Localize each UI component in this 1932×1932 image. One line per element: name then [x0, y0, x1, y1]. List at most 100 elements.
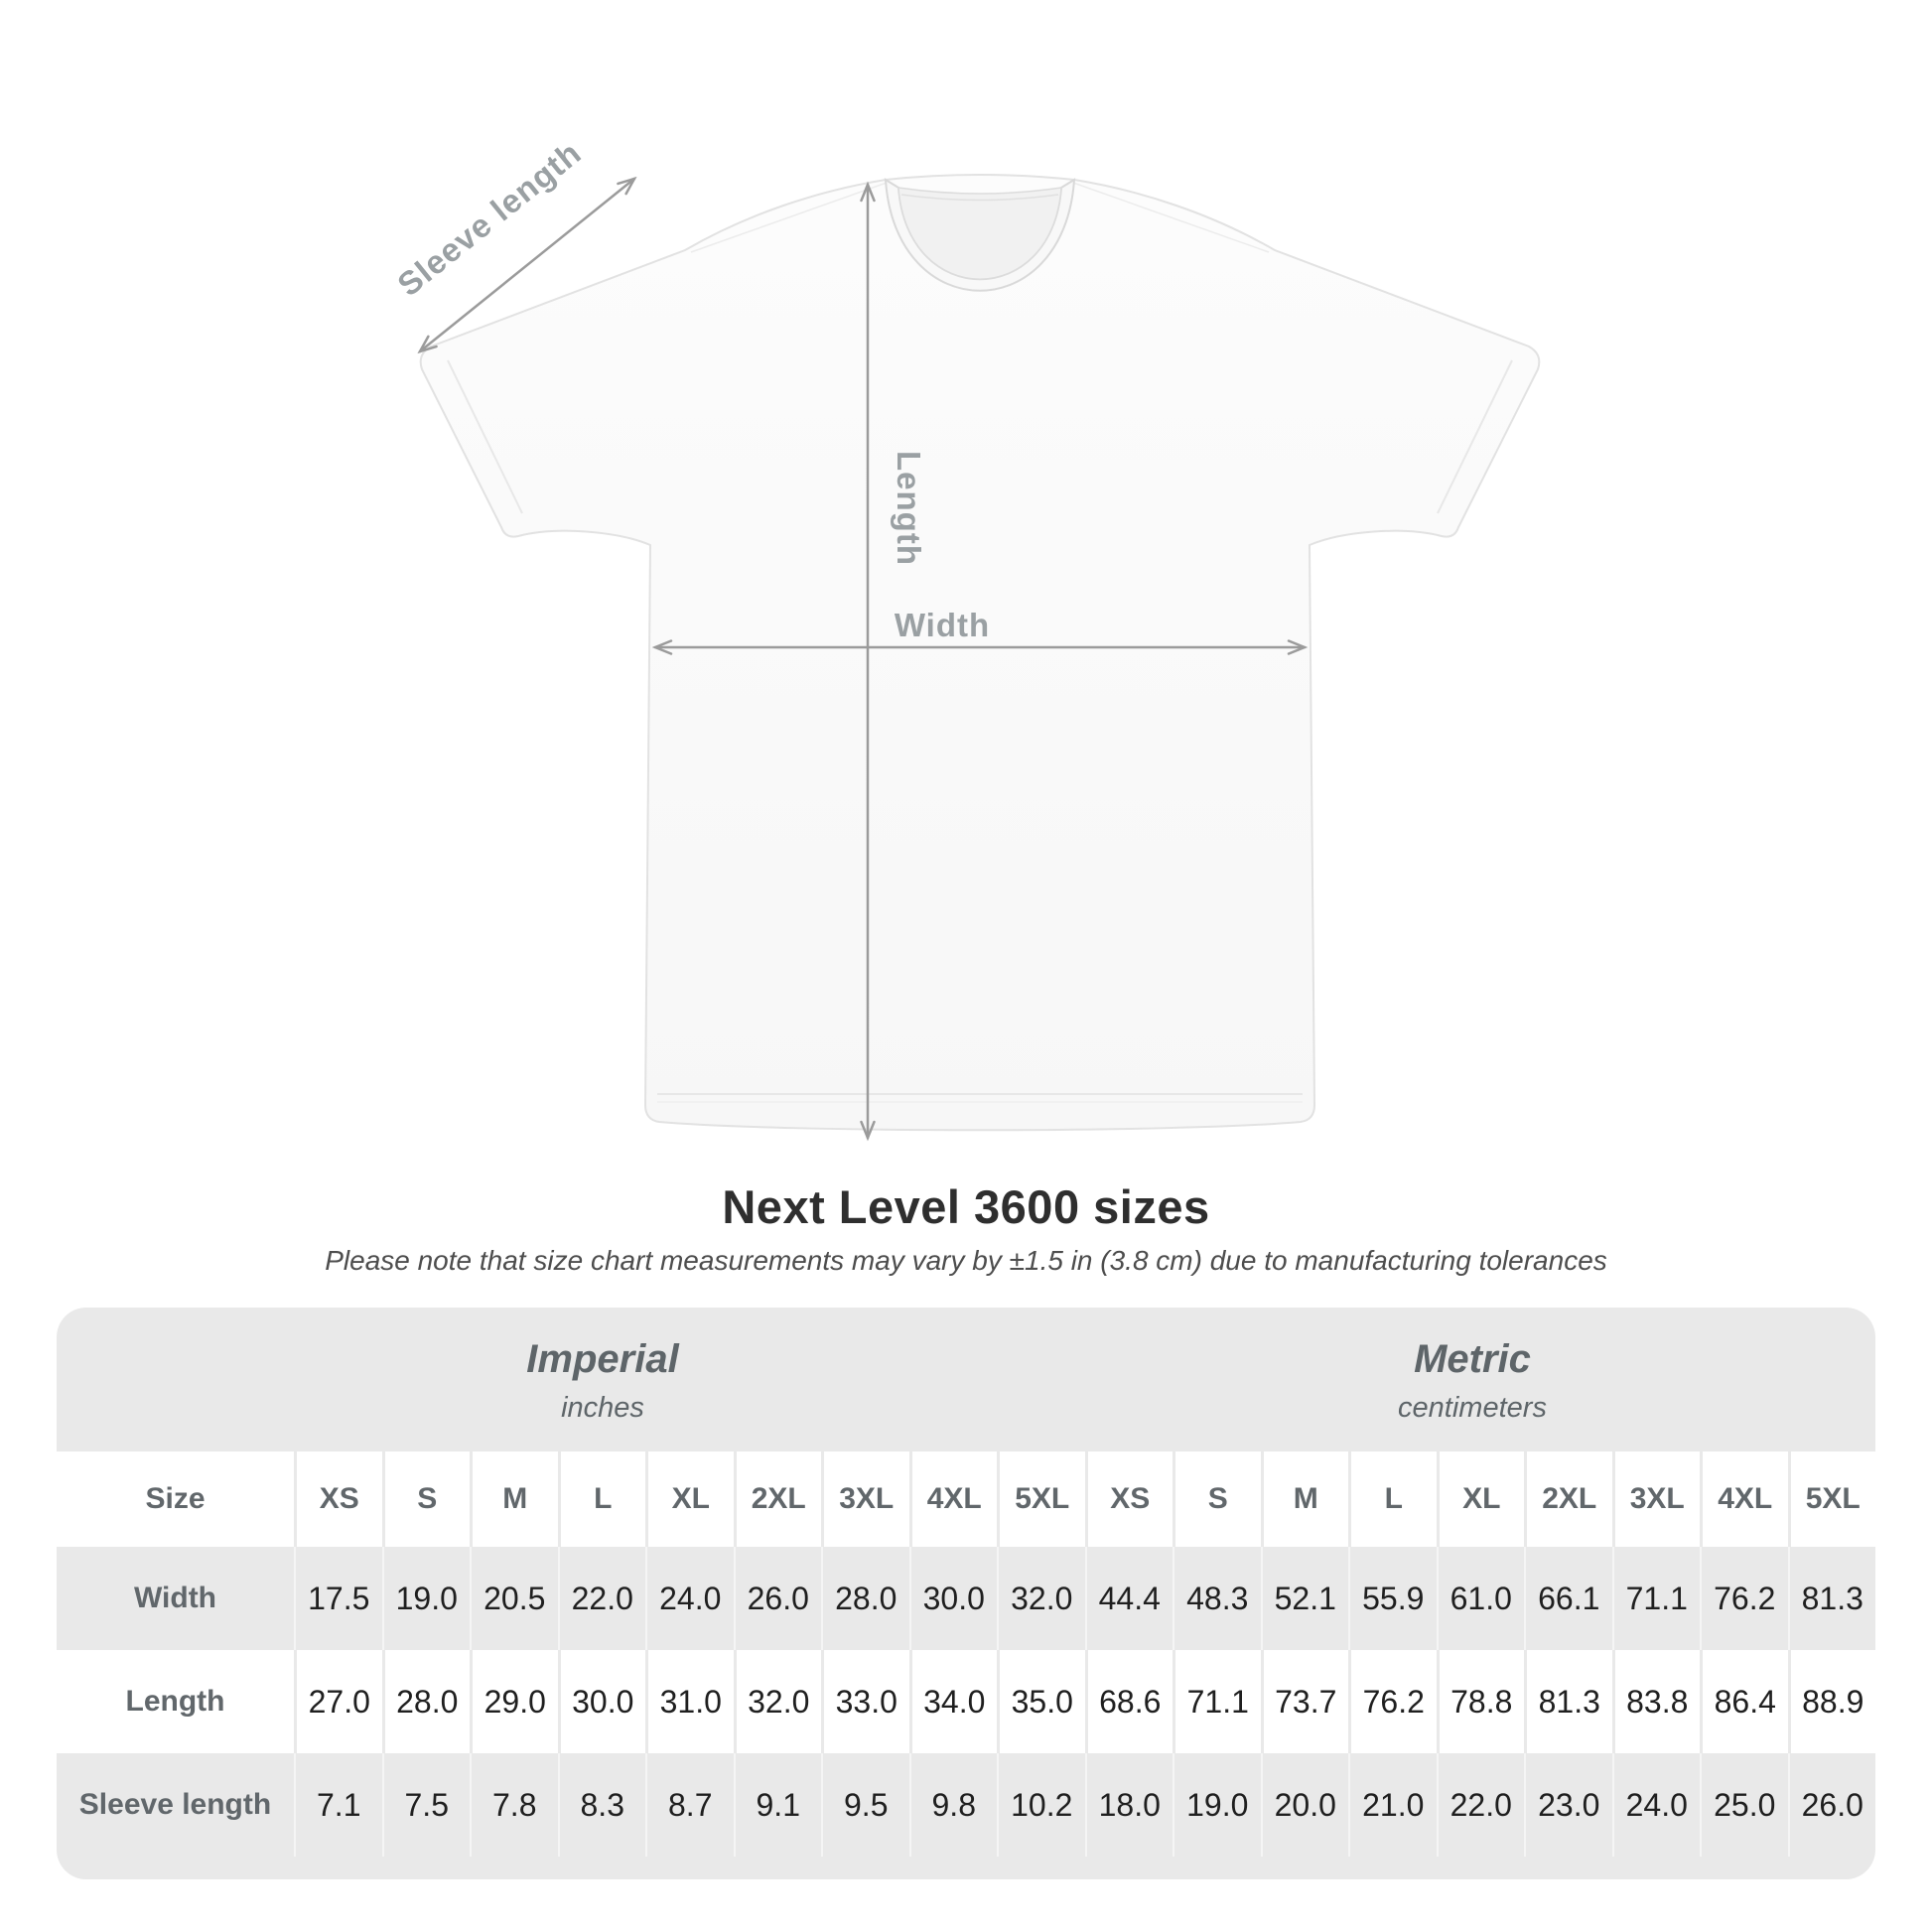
- value-cell: 20.5: [470, 1547, 558, 1650]
- value-cell: 23.0: [1524, 1753, 1612, 1857]
- size-grid: Size XS S M L XL 2XL 3XL 4XL 5XL XS S M L XL 2XL 3XL 4XL 5…: [57, 1451, 1875, 1857]
- width-label: Width: [895, 607, 990, 643]
- value-cell: 71.1: [1173, 1650, 1261, 1753]
- size-chart-table: Imperial inches Metric centimeters Size X…: [57, 1308, 1875, 1879]
- value-cell: 7.5: [381, 1753, 471, 1857]
- value-cell: 24.0: [1611, 1753, 1701, 1857]
- value-cell: 27.0: [294, 1650, 382, 1753]
- value-cell: 20.0: [1260, 1753, 1349, 1857]
- value-cell: 30.0: [908, 1547, 998, 1650]
- size-header-cell: Size: [57, 1451, 294, 1547]
- value-cell: 17.5: [294, 1547, 382, 1650]
- right-shoulder-seam: [1072, 182, 1270, 253]
- value-cell: 9.8: [908, 1753, 998, 1857]
- value-cell: 8.3: [557, 1753, 646, 1857]
- value-cell: 55.9: [1348, 1547, 1437, 1650]
- col-header-imperial-xs: XS: [294, 1451, 382, 1547]
- value-cell: 88.9: [1787, 1650, 1875, 1753]
- col-header-imperial-4xl: 4XL: [908, 1451, 997, 1547]
- value-cell: 22.0: [1436, 1753, 1525, 1857]
- value-cell: 44.4: [1084, 1547, 1173, 1650]
- value-cell: 18.0: [1084, 1753, 1173, 1857]
- sleeve-length-arrow: [417, 176, 637, 354]
- left-shoulder-seam: [690, 182, 888, 253]
- value-cell: 25.0: [1700, 1753, 1788, 1857]
- tshirt-diagram: Sleeve length Length Width: [390, 134, 1541, 1142]
- value-cell: 81.3: [1524, 1650, 1612, 1753]
- col-header-imperial-m: M: [470, 1451, 558, 1547]
- value-cell: 35.0: [997, 1650, 1085, 1753]
- page-title: Next Level 3600 sizes: [722, 1180, 1210, 1233]
- value-cell: 24.0: [645, 1547, 734, 1650]
- tshirt-graphic: Sleeve length Length Width: [390, 134, 1541, 1142]
- value-cell: 73.7: [1260, 1650, 1348, 1753]
- value-cell: 61.0: [1436, 1547, 1525, 1650]
- value-cell: 32.0: [997, 1547, 1085, 1650]
- metric-unit-header: Metric centimeters: [1398, 1337, 1547, 1425]
- value-cell: 26.0: [733, 1547, 822, 1650]
- value-cell: 52.1: [1260, 1547, 1349, 1650]
- col-header-imperial-5xl: 5XL: [997, 1451, 1085, 1547]
- value-cell: 22.0: [557, 1547, 646, 1650]
- col-header-metric-3xl: 3XL: [1611, 1451, 1700, 1547]
- neck-opening: [897, 187, 1062, 280]
- col-header-metric-2xl: 2XL: [1524, 1451, 1612, 1547]
- col-header-imperial-2xl: 2XL: [733, 1451, 821, 1547]
- col-header-metric-s: S: [1173, 1451, 1261, 1547]
- imperial-unit-header: Imperial inches: [526, 1337, 678, 1425]
- imperial-title: Imperial: [526, 1337, 679, 1381]
- value-cell: 26.0: [1787, 1753, 1876, 1857]
- row-label-length: Length: [57, 1650, 294, 1753]
- length-arrow: [860, 181, 876, 1142]
- col-header-metric-xl: XL: [1436, 1451, 1524, 1547]
- metric-subtitle: centimeters: [1398, 1392, 1547, 1424]
- left-cuff-seam: [447, 359, 523, 514]
- col-header-imperial-s: S: [381, 1451, 470, 1547]
- col-header-metric-l: L: [1348, 1451, 1437, 1547]
- value-cell: 19.0: [381, 1547, 471, 1650]
- value-cell: 7.8: [470, 1753, 558, 1857]
- value-cell: 19.0: [1173, 1753, 1261, 1857]
- back-collar-line: [900, 194, 1059, 202]
- value-cell: 21.0: [1348, 1753, 1437, 1857]
- col-header-imperial-xl: XL: [645, 1451, 734, 1547]
- col-header-imperial-3xl: 3XL: [821, 1451, 909, 1547]
- row-label-sleeve-length: Sleeve length: [78, 1788, 272, 1821]
- value-cell: 66.1: [1524, 1547, 1612, 1650]
- value-cell: 7.1: [294, 1753, 382, 1857]
- value-cell: 68.6: [1084, 1650, 1173, 1753]
- value-cell: 76.2: [1348, 1650, 1437, 1753]
- imperial-subtitle: inches: [561, 1392, 644, 1424]
- value-cell: 83.8: [1611, 1650, 1700, 1753]
- value-cell: 28.0: [821, 1547, 909, 1650]
- value-cell: 8.7: [645, 1753, 734, 1857]
- value-cell: 78.8: [1436, 1650, 1524, 1753]
- value-cell: 32.0: [733, 1650, 821, 1753]
- value-cell: 29.0: [470, 1650, 558, 1753]
- right-cuff-seam: [1437, 359, 1513, 514]
- value-cell: 33.0: [821, 1650, 909, 1753]
- col-header-imperial-l: L: [557, 1451, 645, 1547]
- value-cell: 76.2: [1700, 1547, 1788, 1650]
- value-cell: 86.4: [1700, 1650, 1788, 1753]
- value-cell: 34.0: [908, 1650, 997, 1753]
- length-label: Length: [891, 451, 927, 566]
- value-cell: 9.1: [733, 1753, 822, 1857]
- sleeve-length-label: Sleeve length: [390, 134, 588, 304]
- row-label-width: Width: [133, 1582, 217, 1614]
- metric-title: Metric: [1414, 1337, 1531, 1381]
- col-header-metric-5xl: 5XL: [1787, 1451, 1875, 1547]
- value-cell: 9.5: [821, 1753, 909, 1857]
- value-cell: 30.0: [557, 1650, 645, 1753]
- value-cell: 71.1: [1611, 1547, 1701, 1650]
- tshirt-body: [419, 174, 1541, 1132]
- value-cell: 31.0: [645, 1650, 734, 1753]
- value-cell: 48.3: [1173, 1547, 1261, 1650]
- col-header-metric-m: M: [1260, 1451, 1348, 1547]
- col-header-metric-xs: XS: [1084, 1451, 1173, 1547]
- width-arrow: [651, 639, 1309, 655]
- col-header-metric-4xl: 4XL: [1700, 1451, 1788, 1547]
- value-cell: 10.2: [997, 1753, 1085, 1857]
- value-cell: 81.3: [1787, 1547, 1876, 1650]
